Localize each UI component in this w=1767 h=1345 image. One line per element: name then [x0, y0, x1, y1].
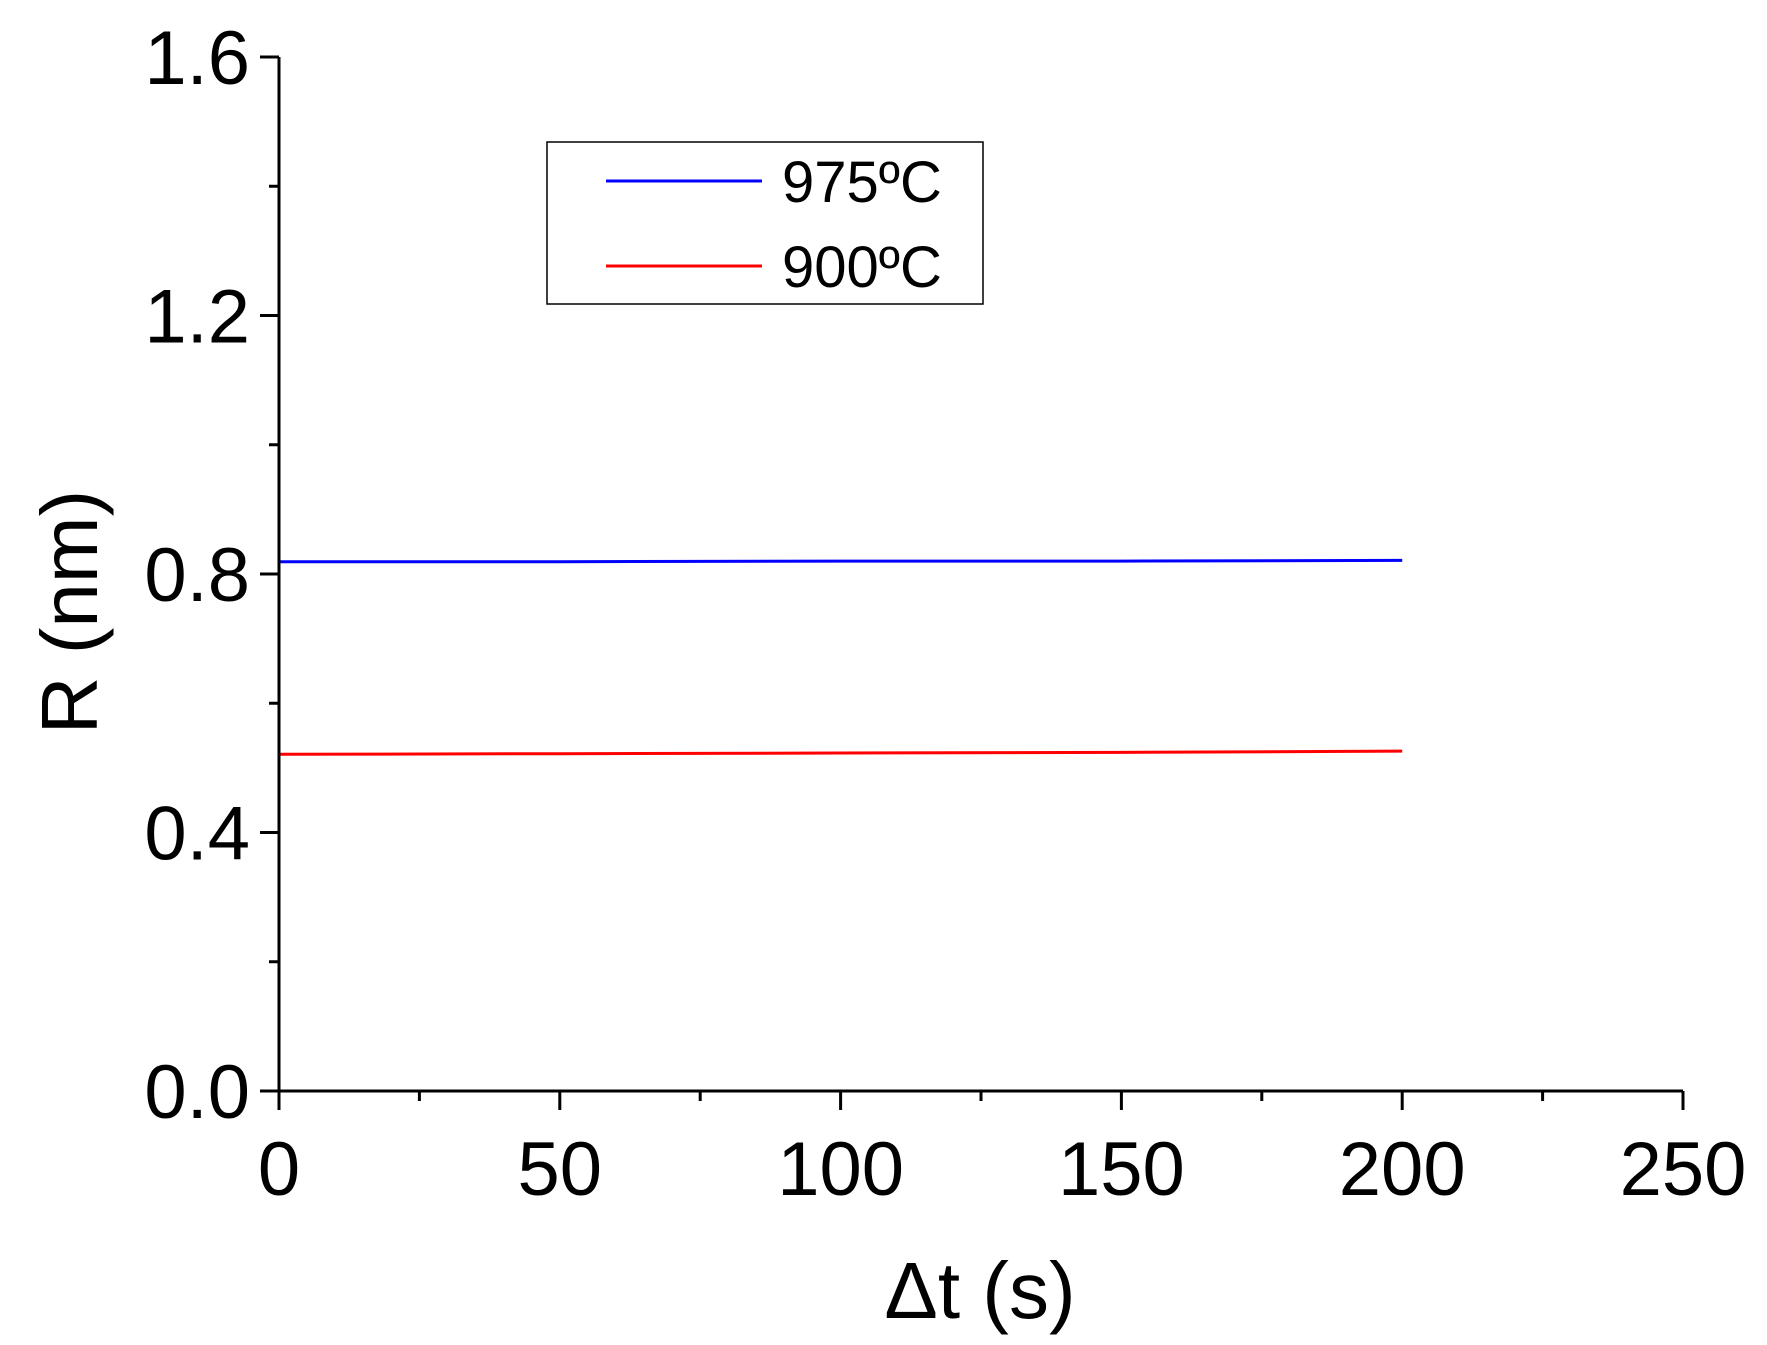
legend-label-900: 900ºC [782, 235, 942, 300]
y-tick-label: 0.0 [144, 1050, 250, 1135]
legend-box [546, 141, 984, 305]
x-tick-label: 100 [777, 1127, 904, 1212]
legend: 975ºC 900ºC [546, 141, 984, 305]
y-axis-title: R (nm) [25, 490, 114, 734]
x-tick-label: 50 [518, 1127, 603, 1212]
plot-lines [278, 558, 1403, 756]
series-line-0 [279, 558, 1403, 564]
x-tick-label: 150 [1058, 1127, 1185, 1212]
series-line-1 [278, 749, 1403, 756]
legend-label-975: 975ºC [782, 150, 942, 215]
y-tick-label: 0.4 [144, 792, 250, 877]
y-tick-label: 0.8 [144, 533, 250, 618]
y-tick-label: 1.2 [144, 275, 250, 360]
x-tick-label: 0 [258, 1127, 300, 1212]
y-tick-label: 1.6 [144, 16, 250, 101]
tick-labels: 0 50 100 150 200 250 0.0 0.4 0.8 1.2 1.6 [144, 16, 1746, 1212]
x-tick-label: 200 [1339, 1127, 1466, 1212]
ticks [260, 55, 1685, 1110]
x-tick-label: 250 [1620, 1127, 1747, 1212]
x-axis-title: Δt (s) [884, 1246, 1075, 1335]
